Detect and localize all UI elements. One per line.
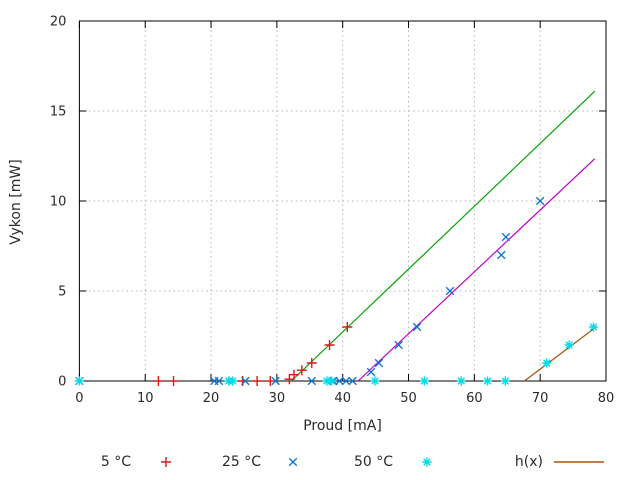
cross-marker-icon <box>284 455 302 469</box>
x-tick-labels: 0 10 20 30 40 50 60 70 80 <box>75 391 614 406</box>
legend-item-50c: 50 °C <box>323 452 436 472</box>
legend-label-50c: 50 °C <box>353 454 393 470</box>
svg-text:50: 50 <box>400 391 417 406</box>
svg-text:15: 15 <box>50 105 67 120</box>
legend-item-25c: 25 °C <box>191 452 302 472</box>
y-axis-label: Vykon [mW] <box>8 159 24 245</box>
svg-text:60: 60 <box>466 391 483 406</box>
svg-text:0: 0 <box>58 375 66 390</box>
svg-text:10: 10 <box>50 195 67 210</box>
line-fit-25C <box>357 158 596 382</box>
legend-label-25c: 25 °C <box>221 454 261 470</box>
legend-item-5c: 5 °C <box>61 452 175 472</box>
plus-marker-icon <box>157 455 175 469</box>
svg-text:80: 80 <box>598 391 615 406</box>
legend-item-hx: h(x) <box>473 452 605 472</box>
svg-text:70: 70 <box>532 391 549 406</box>
asterisk-marker-icon <box>418 455 436 469</box>
line-marker-icon <box>553 455 605 469</box>
svg-text:20: 20 <box>50 15 67 30</box>
legend-label-hx: h(x) <box>514 454 543 470</box>
series-points-0 <box>153 322 353 386</box>
y-tick-labels: 0 5 10 15 20 <box>50 15 67 390</box>
svg-text:5: 5 <box>58 285 66 300</box>
svg-text:10: 10 <box>137 391 154 406</box>
svg-text:0: 0 <box>75 391 83 406</box>
x-axis-label: Proud [mA] <box>303 418 382 434</box>
svg-text:30: 30 <box>269 391 286 406</box>
svg-text:20: 20 <box>203 391 220 406</box>
legend-label-5c: 5 °C <box>100 454 131 470</box>
line-fit-5C <box>290 90 596 382</box>
svg-text:40: 40 <box>334 391 351 406</box>
series-points-2 <box>74 322 599 386</box>
line-h(x) <box>524 326 597 382</box>
